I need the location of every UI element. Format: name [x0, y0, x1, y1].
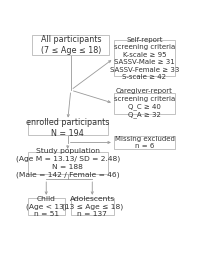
FancyBboxPatch shape — [28, 198, 65, 215]
FancyBboxPatch shape — [28, 152, 108, 174]
Text: Adolescents
(13 ≤ Age ≤ 18)
n = 137: Adolescents (13 ≤ Age ≤ 18) n = 137 — [62, 196, 123, 217]
Text: enrolled participants
N = 194: enrolled participants N = 194 — [26, 118, 109, 138]
Text: Self-report
screening criteria
K-scale ≥ 95
SASSV-Male ≥ 31
SASSV-Female ≥ 33
S-: Self-report screening criteria K-scale ≥… — [110, 37, 179, 80]
Text: Study population
(Age M = 13.13/ SD = 2.48)
N = 188
(Male = 142 / Female = 46): Study population (Age M = 13.13/ SD = 2.… — [16, 148, 120, 178]
FancyBboxPatch shape — [71, 198, 114, 215]
FancyBboxPatch shape — [114, 136, 175, 149]
Text: Missing excluded
n = 6: Missing excluded n = 6 — [114, 136, 174, 149]
Text: Caregiver-report
screening criteria
Q_C ≥ 40
Q_A ≥ 32: Caregiver-report screening criteria Q_C … — [114, 88, 175, 118]
FancyBboxPatch shape — [114, 93, 175, 114]
FancyBboxPatch shape — [114, 40, 175, 76]
FancyBboxPatch shape — [28, 120, 108, 135]
FancyBboxPatch shape — [32, 35, 109, 55]
Text: All participants
(7 ≤ Age ≤ 18): All participants (7 ≤ Age ≤ 18) — [41, 35, 101, 55]
Text: Child
(Age < 13)
n = 51: Child (Age < 13) n = 51 — [26, 196, 67, 217]
